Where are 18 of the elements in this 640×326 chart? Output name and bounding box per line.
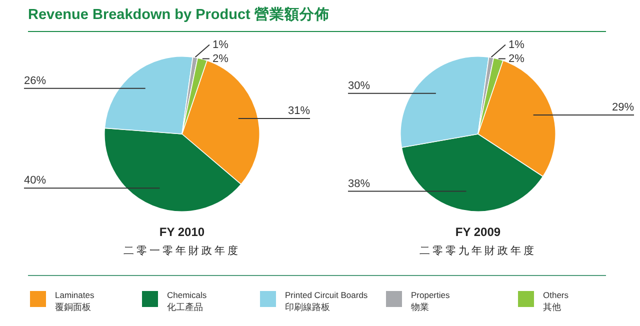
- text: FY 2009 二零零九年財政年度: [418, 225, 538, 258]
- data-label: 40%: [24, 174, 46, 187]
- chart-title: Revenue Breakdown by Product 營業額分佈: [28, 6, 330, 24]
- data-label: 30%: [348, 80, 370, 92]
- text: FY 2010 二零一零年財政年度: [122, 225, 242, 258]
- data-label: 38%: [348, 178, 370, 190]
- data-label: 2%: [508, 52, 525, 65]
- data-label: 31%: [288, 104, 310, 117]
- data-label: 2%: [212, 52, 229, 65]
- data-label: 26%: [24, 74, 46, 87]
- data-label: 1%: [508, 38, 525, 51]
- data-label: 29%: [612, 101, 634, 114]
- legend-label: Chemicals 化工產品: [167, 289, 207, 313]
- legend-label: Properties 物業: [411, 289, 450, 313]
- legend-label: Laminates 覆銅面板: [55, 289, 94, 313]
- legend-label: Printed Circuit Boards 印刷線路板: [285, 289, 368, 313]
- data-label: 1%: [212, 38, 229, 51]
- legend-label: Others 其他: [543, 289, 569, 313]
